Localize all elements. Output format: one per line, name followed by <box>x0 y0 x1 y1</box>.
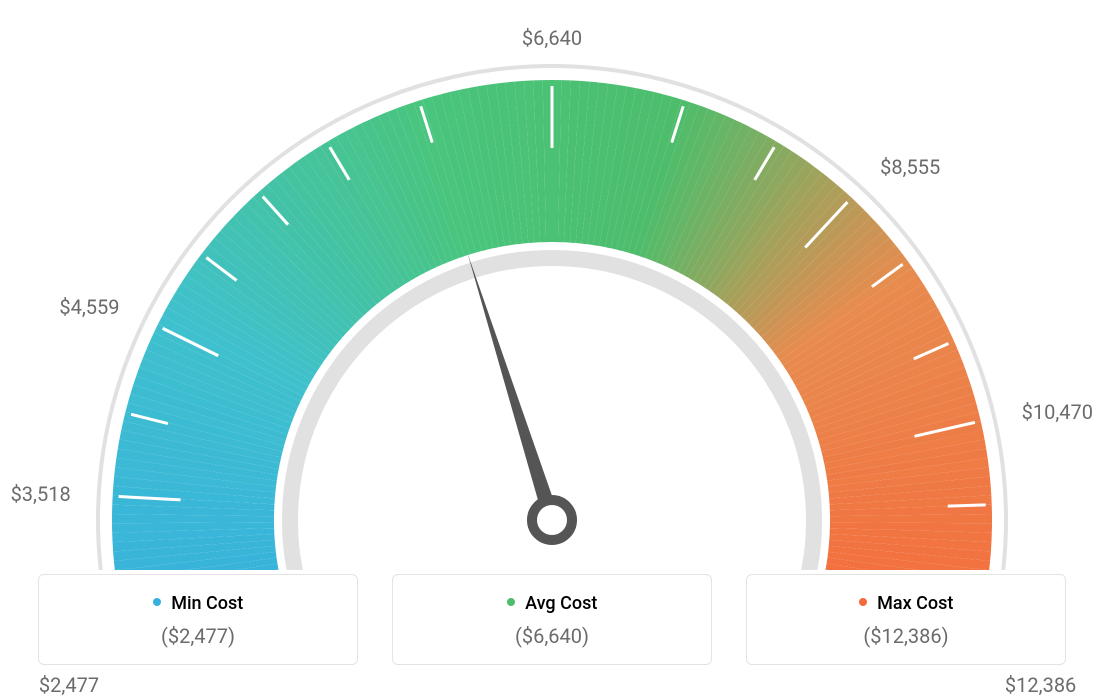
legend-title-avg: Avg Cost <box>403 593 701 614</box>
legend-title-min: Min Cost <box>49 593 347 614</box>
gauge-svg <box>42 30 1062 570</box>
legend-value-max: ($12,386) <box>757 624 1055 648</box>
dot-max <box>859 598 867 606</box>
gauge-tick-label: $8,555 <box>880 155 940 179</box>
gauge-tick-label: $6,640 <box>522 26 582 50</box>
dot-min <box>153 598 161 606</box>
dot-avg <box>507 598 515 606</box>
gauge-tick-label: $12,386 <box>1005 673 1076 697</box>
gauge-tick-label: $10,470 <box>1022 400 1093 424</box>
legend-row: Min Cost ($2,477) Avg Cost ($6,640) Max … <box>38 574 1066 665</box>
legend-title-avg-text: Avg Cost <box>525 593 597 614</box>
gauge-hub <box>532 500 572 540</box>
legend-card-max: Max Cost ($12,386) <box>746 574 1066 665</box>
legend-title-min-text: Min Cost <box>171 593 243 614</box>
legend-value-min: ($2,477) <box>49 624 347 648</box>
legend-title-max: Max Cost <box>757 593 1055 614</box>
legend-title-max-text: Max Cost <box>877 593 953 614</box>
legend-card-avg: Avg Cost ($6,640) <box>392 574 712 665</box>
legend-card-min: Min Cost ($2,477) <box>38 574 358 665</box>
gauge-tick-label: $2,477 <box>39 673 99 697</box>
legend-value-avg: ($6,640) <box>403 624 701 648</box>
cost-gauge: $2,477$3,518$4,559$6,640$8,555$10,470$12… <box>42 30 1062 570</box>
gauge-tick-label: $3,518 <box>11 482 71 506</box>
gauge-tick-label: $4,559 <box>59 295 119 319</box>
gauge-needle <box>467 253 559 522</box>
